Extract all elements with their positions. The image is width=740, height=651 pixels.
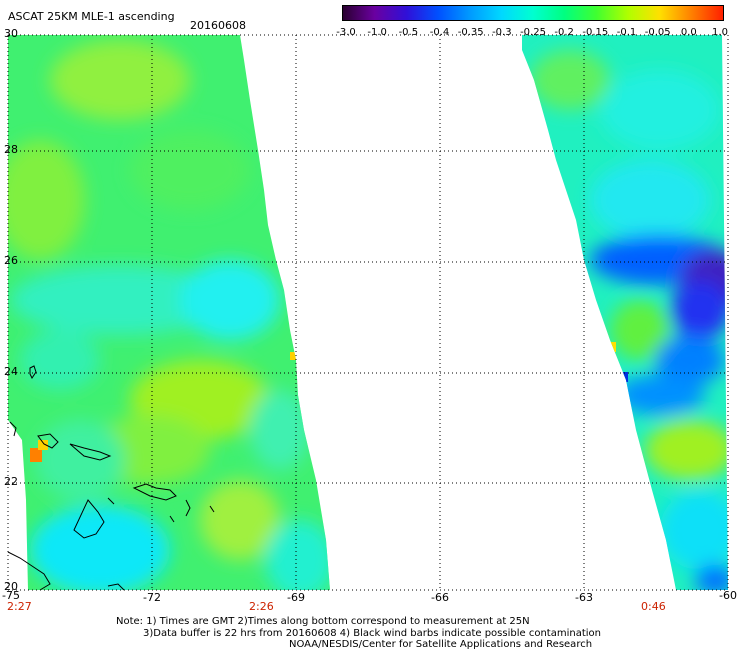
x-label-66: -66: [431, 591, 449, 604]
x-label-60: -60: [719, 589, 737, 602]
x-label-72: -72: [143, 591, 161, 604]
y-label-20: 20: [4, 580, 18, 593]
colorbar-tick-label: -0.4: [429, 27, 450, 38]
colorbar-tick-label: 0.0: [680, 27, 697, 38]
map-date: 20160608: [190, 19, 246, 32]
colorbar-tick-label: -0.5: [398, 27, 419, 38]
graticule: [7, 34, 729, 591]
colorbar-tick-label: -0.3: [492, 27, 512, 38]
x-label-63: -63: [575, 591, 593, 604]
time-label-1: 2:27: [7, 600, 32, 613]
y-label-22: 22: [4, 475, 18, 488]
right-swath: [522, 35, 728, 590]
x-label-75: -75: [2, 589, 20, 602]
y-label-30: 30: [4, 27, 18, 40]
colorbar-tick-label: -1.0: [367, 27, 387, 38]
colorbar: [342, 5, 724, 21]
y-label-24: 24: [4, 365, 18, 378]
note-line-2: 3)Data buffer is 22 hrs from 20160608 4)…: [143, 628, 601, 639]
colorbar-tick-label: -0.1: [616, 27, 637, 38]
y-label-28: 28: [4, 143, 18, 156]
time-label-3: 0:46: [641, 600, 666, 613]
colorbar-tick-label: -0.2: [554, 27, 574, 38]
colorbar-tick-label: -0.05: [644, 27, 671, 38]
colorbar-tick-label: 1.0: [712, 27, 728, 38]
left-swath: [8, 35, 330, 590]
map-title: ASCAT 25KM MLE-1 ascending: [8, 10, 175, 23]
y-label-26: 26: [4, 254, 18, 267]
colorbar-tick-label: -3.0: [336, 27, 356, 38]
note-line-3: NOAA/NESDIS/Center for Satellite Applica…: [289, 639, 593, 650]
colorbar-tick-label: -0.15: [582, 27, 609, 38]
coastlines: [7, 365, 215, 591]
x-label-69: -69: [287, 591, 305, 604]
time-label-2: 2:26: [249, 600, 274, 613]
colorbar-tick-label: -0.25: [520, 27, 546, 38]
colorbar-tick-label: -0.35: [457, 27, 484, 38]
note-line-1: Note: 1) Times are GMT 2)Times along bot…: [116, 616, 530, 627]
